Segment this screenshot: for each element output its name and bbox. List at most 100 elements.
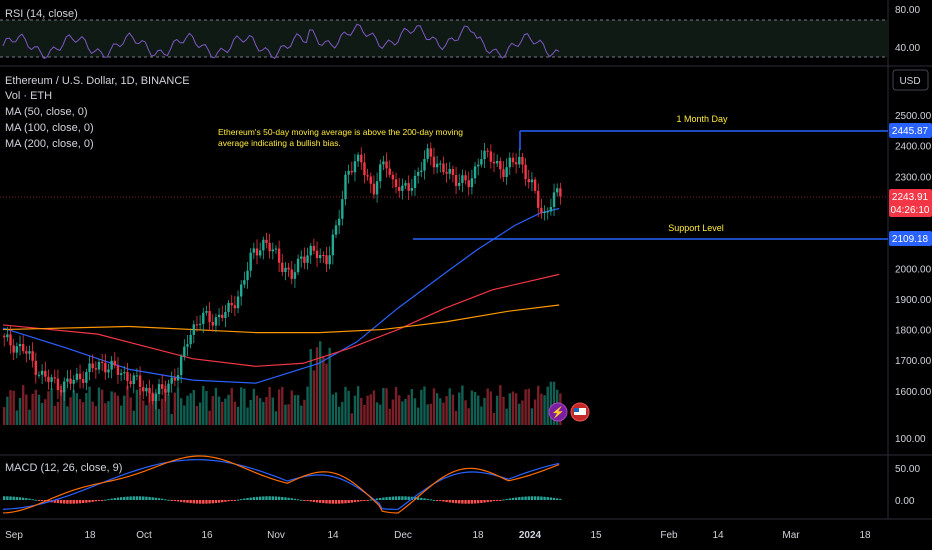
macd-histogram-bar bbox=[480, 500, 483, 503]
macd-histogram-bar bbox=[252, 497, 256, 500]
macd-histogram-bar bbox=[369, 499, 372, 501]
volume-bar bbox=[363, 404, 366, 425]
lightning-event-icon[interactable] bbox=[548, 402, 568, 422]
volume-bar bbox=[277, 389, 281, 425]
macd-histogram-bar bbox=[454, 500, 458, 504]
candle-body bbox=[524, 164, 527, 180]
macd-histogram-bar bbox=[40, 500, 44, 501]
macd-histogram-bar bbox=[78, 500, 82, 504]
volume-bar bbox=[75, 393, 79, 425]
macd-histogram-bar bbox=[552, 497, 556, 500]
symbol-title[interactable]: Ethereum / U.S. Dollar, 1D, BINANCE bbox=[5, 75, 190, 87]
macd-label[interactable]: MACD (12, 26, close, 9) bbox=[5, 462, 123, 474]
candle-body bbox=[211, 321, 214, 326]
time-tick-0: Sep bbox=[5, 530, 23, 541]
indicator-volume[interactable]: Vol · ETH bbox=[5, 90, 53, 102]
macd-histogram-bar bbox=[439, 500, 442, 502]
macd-histogram-bar bbox=[337, 500, 341, 504]
macd-histogram-bar bbox=[179, 500, 183, 502]
macd-histogram-bar bbox=[12, 496, 15, 500]
candle-body bbox=[34, 360, 37, 375]
volume-bar bbox=[233, 401, 237, 425]
macd-histogram-bar bbox=[306, 500, 309, 501]
candle-body bbox=[192, 324, 195, 335]
macd-histogram-bar bbox=[97, 500, 101, 501]
candle-body bbox=[312, 245, 316, 251]
candle-body bbox=[401, 185, 404, 191]
candle-body bbox=[410, 188, 414, 191]
macd-histogram-bar bbox=[161, 498, 164, 500]
volume-bar bbox=[53, 405, 56, 425]
macd-histogram-bar bbox=[221, 500, 224, 503]
candle-body bbox=[37, 374, 41, 376]
candle-body bbox=[15, 346, 19, 353]
price-tick-5: 2000.00 bbox=[895, 264, 932, 275]
candle-body bbox=[271, 249, 274, 252]
indicator-ma200[interactable]: MA (200, close, 0) bbox=[5, 138, 94, 150]
volume-bar bbox=[284, 404, 287, 425]
indicator-ma100[interactable]: MA (100, close, 0) bbox=[5, 122, 94, 134]
candle-body bbox=[508, 157, 511, 168]
currency-button[interactable] bbox=[892, 69, 929, 91]
volume-bar bbox=[379, 404, 382, 425]
macd-histogram-bar bbox=[461, 500, 464, 504]
volume-bar bbox=[170, 414, 173, 425]
macd-histogram-bar bbox=[464, 500, 467, 504]
price-axis[interactable]: 2500.002400.002300.002200.002100.002000.… bbox=[895, 111, 932, 398]
volume-bar bbox=[300, 405, 303, 425]
volume-bar bbox=[164, 385, 167, 425]
macd-histogram-bar bbox=[151, 497, 154, 500]
volume-bar bbox=[50, 388, 53, 425]
macd-histogram-bar bbox=[331, 500, 335, 504]
volume-bar bbox=[107, 401, 110, 425]
macd-histogram-bar bbox=[379, 497, 382, 500]
macd-histogram-bar bbox=[521, 496, 524, 500]
indicator-ma50[interactable]: MA (50, close, 0) bbox=[5, 106, 88, 118]
candle-body bbox=[398, 186, 401, 191]
volume-bar bbox=[546, 386, 549, 425]
candles[interactable] bbox=[3, 142, 562, 410]
volume-bar bbox=[148, 393, 151, 425]
candle-body bbox=[176, 375, 180, 381]
candle-body bbox=[214, 317, 218, 326]
macd-histogram-bar bbox=[407, 496, 410, 500]
time-axis[interactable]: Sep 18 Oct 16 Nov 14 Dec 18 2024 15 Feb 14 Mar 18 bbox=[5, 530, 871, 541]
macd-histogram-bar bbox=[448, 500, 451, 503]
candle-body bbox=[543, 211, 546, 214]
volume-bar bbox=[37, 394, 41, 425]
volume-bar bbox=[104, 403, 107, 425]
candle-body bbox=[75, 373, 79, 380]
rsi-label[interactable]: RSI (14, close) bbox=[5, 8, 78, 20]
volume-bar bbox=[426, 404, 429, 425]
volume-bar bbox=[47, 391, 50, 425]
volume-bar bbox=[116, 395, 120, 425]
macd-histogram-bar bbox=[265, 496, 268, 500]
volume-bar bbox=[189, 393, 192, 425]
candle-body bbox=[113, 360, 116, 366]
volume-bar bbox=[499, 385, 502, 425]
candle-body bbox=[372, 183, 376, 195]
candle-body bbox=[243, 280, 246, 285]
candle-body bbox=[486, 150, 489, 152]
candle-body bbox=[31, 351, 34, 361]
volume-bar bbox=[401, 401, 404, 425]
macd-histogram-bar bbox=[271, 496, 274, 500]
time-tick-6: Dec bbox=[394, 530, 412, 541]
current-price-badge bbox=[889, 189, 932, 217]
macd-histogram-bar bbox=[56, 500, 60, 504]
macd-histogram-bar bbox=[211, 500, 214, 504]
macd-histogram-bar bbox=[296, 499, 300, 501]
candle-body bbox=[322, 254, 325, 256]
volume-bar bbox=[255, 395, 259, 425]
candle-body bbox=[385, 161, 388, 169]
candle-body bbox=[467, 180, 470, 188]
price-tick-0: 2500.00 bbox=[895, 111, 932, 122]
time-tick-10: Feb bbox=[660, 530, 678, 541]
macd-histogram-bar bbox=[173, 500, 177, 501]
candle-body bbox=[66, 378, 69, 382]
volume-bar bbox=[119, 405, 123, 425]
lightning-glyph-icon: ⚡ bbox=[551, 406, 565, 419]
volume-bar bbox=[94, 406, 98, 425]
volume-bar bbox=[521, 400, 524, 425]
